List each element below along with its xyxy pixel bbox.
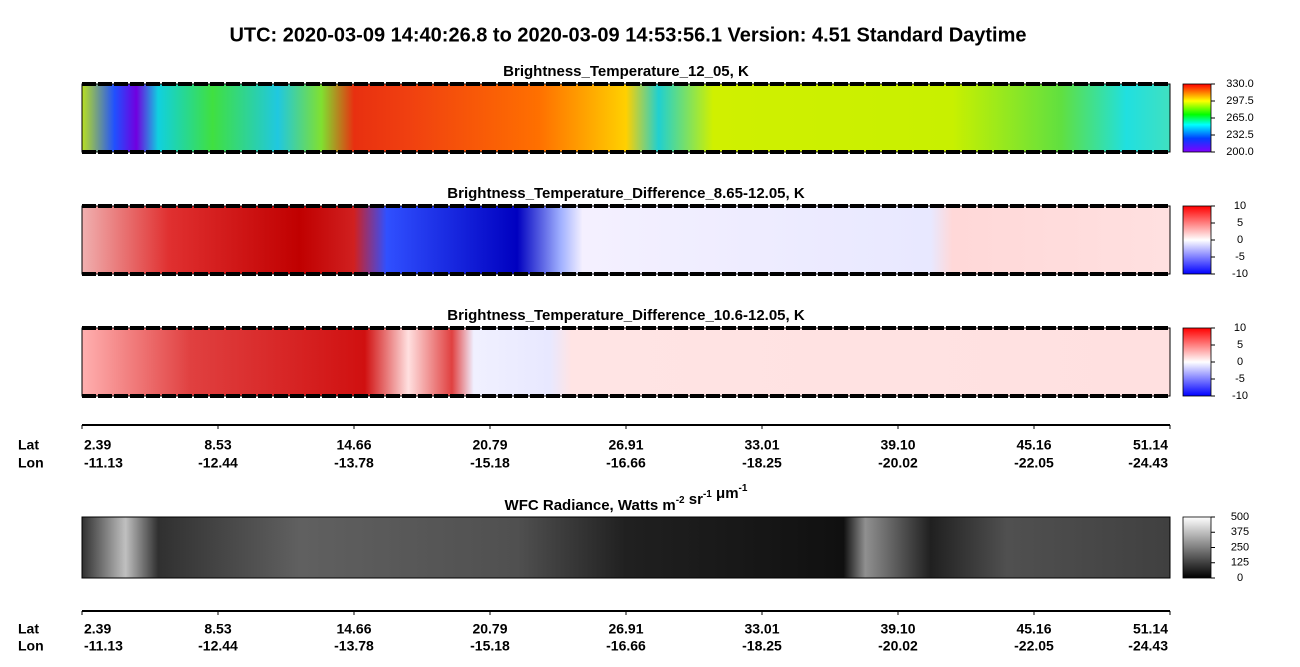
lon-label: -18.25 [742,455,782,471]
colorbar-label: 232.5 [1226,129,1254,141]
lon-label: -24.43 [1128,455,1168,471]
colorbar-label: -5 [1235,251,1245,263]
colorbar [1182,205,1212,275]
lat-label: 26.91 [608,621,643,637]
lon-label: -15.18 [470,638,510,654]
colorbar-label: 5 [1237,339,1243,351]
colorbar-label: 330.0 [1226,78,1254,90]
lat-label: 2.39 [84,437,111,453]
colorbar-label: -5 [1235,373,1245,385]
lat-label: 45.16 [1016,621,1051,637]
colorbar-label: 0 [1237,572,1243,584]
lat-label: 2.39 [84,621,111,637]
lat-label: 8.53 [204,621,231,637]
panel-title: Brightness_Temperature_Difference_10.6-1… [447,307,805,324]
lon-label: -12.44 [198,638,238,654]
lat-label: 8.53 [204,437,231,453]
colorbar [1182,83,1212,153]
lat-label: 14.66 [336,621,371,637]
lat-label: 33.01 [744,437,779,453]
title-sup: -2 [676,495,685,506]
colorbar-label: 0 [1237,356,1243,368]
lon-title: Lon [18,638,44,654]
colorbar-label: -10 [1232,268,1248,280]
lat-label: 20.79 [472,437,507,453]
colorbar-label: 500 [1231,511,1249,523]
lon-label: -11.13 [84,638,123,654]
lon-label: -22.05 [1014,638,1054,654]
image-strip [81,516,1171,579]
lat-label: 45.16 [1016,437,1051,453]
panel-title: Brightness_Temperature_Difference_8.65-1… [447,185,805,202]
lon-label: -11.13 [84,455,123,471]
panel-title: WFC Radiance, Watts m-2 sr-1 μm-1 [505,483,748,514]
panel-title: Brightness_Temperature_12_05, K [503,63,749,80]
colorbar-label: 375 [1231,526,1249,538]
lat-label: 20.79 [472,621,507,637]
lat-label: 33.01 [744,621,779,637]
image-strip [81,205,1171,275]
image-strip [81,327,1171,397]
title-sup: -1 [739,483,748,494]
lon-label: -20.02 [878,638,918,654]
lon-label: -16.66 [606,638,646,654]
colorbar-label: 125 [1231,557,1249,569]
image-strip [81,83,1171,153]
lat-label: 26.91 [608,437,643,453]
colorbar-label: 200.0 [1226,146,1254,158]
page-title: UTC: 2020-03-09 14:40:26.8 to 2020-03-09… [229,24,1026,46]
colorbar-label: 297.5 [1226,95,1254,107]
lat-label: 51.14 [1133,437,1168,453]
lon-label: -15.18 [470,455,510,471]
colorbar [1182,327,1212,397]
colorbar-label: 10 [1234,200,1246,212]
lat-title: Lat [18,437,39,453]
lat-label: 39.10 [880,437,915,453]
lon-label: -16.66 [606,455,646,471]
lon-label: -13.78 [334,638,374,654]
colorbar-label: 250 [1231,541,1249,553]
lat-label: 39.10 [880,621,915,637]
lon-label: -20.02 [878,455,918,471]
title-part: μm [712,485,739,502]
colorbar [1182,516,1212,579]
lat-title: Lat [18,621,39,637]
colorbar-label: 0 [1237,234,1243,246]
colorbar-label: 10 [1234,322,1246,334]
lon-label: -18.25 [742,638,782,654]
lon-label: -12.44 [198,455,238,471]
lat-label: 14.66 [336,437,371,453]
colorbar-label: -10 [1232,390,1248,402]
lat-label: 51.14 [1133,621,1168,637]
title-part: sr [685,491,704,508]
lon-label: -13.78 [334,455,374,471]
lon-label: -22.05 [1014,455,1054,471]
colorbar-label: 265.0 [1226,112,1254,124]
colorbar-label: 5 [1237,217,1243,229]
title-part: WFC Radiance, Watts m [505,497,676,514]
title-sup: -1 [703,489,712,500]
lon-label: -24.43 [1128,638,1168,654]
lon-title: Lon [18,455,44,471]
